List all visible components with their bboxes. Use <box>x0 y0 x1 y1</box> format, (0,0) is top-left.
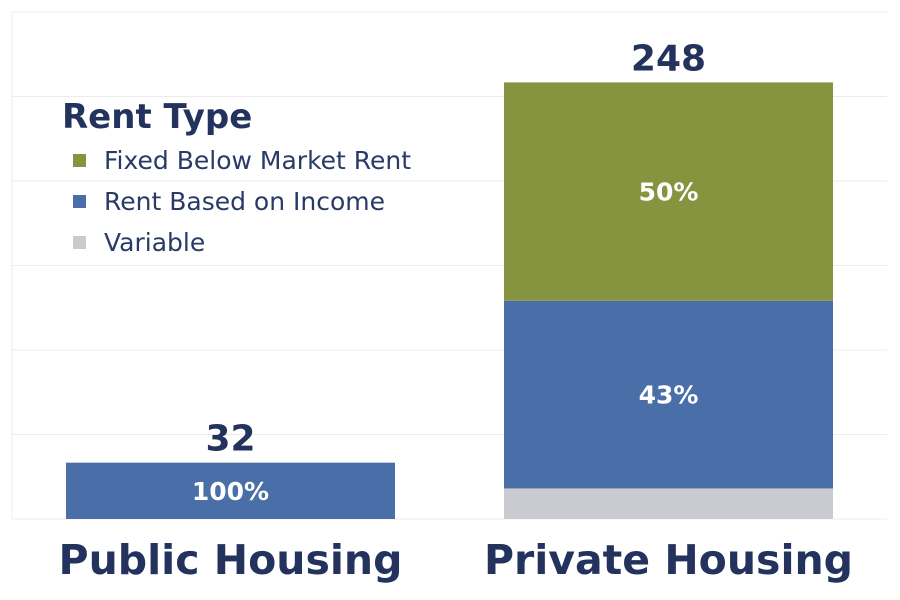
legend-item-rent-based-on-income: Rent Based on Income <box>62 181 411 222</box>
legend-item-variable: Variable <box>62 222 411 263</box>
segment-percent-label: 43% <box>639 381 699 410</box>
category-label: Private Housing <box>484 536 853 584</box>
data-labels: 100% 32 43% 50% 248 <box>192 38 706 505</box>
legend-title: Rent Type <box>62 97 253 137</box>
bar-segment-rent-based-on-income <box>504 300 833 489</box>
bars <box>66 82 833 519</box>
legend-swatch <box>73 236 86 249</box>
bar-segment-fixed-below-market-rent <box>504 82 833 301</box>
legend-swatch <box>73 154 86 167</box>
bar-total-label: 248 <box>631 38 706 79</box>
segment-percent-label: 100% <box>192 477 269 506</box>
legend-label: Fixed Below Market Rent <box>104 146 412 175</box>
legend: Rent Type Fixed Below Market Rent Rent B… <box>62 96 411 263</box>
legend-label: Rent Based on Income <box>104 187 385 216</box>
bar-total-label: 32 <box>205 419 255 460</box>
legend-swatch <box>73 195 86 208</box>
bar-segment-rent-based-on-income <box>66 462 395 519</box>
legend-item-fixed-below-market-rent: Fixed Below Market Rent <box>62 140 411 181</box>
bar-segment-variable <box>504 488 833 519</box>
category-label: Public Housing <box>59 536 403 584</box>
legend-label: Variable <box>104 228 206 257</box>
segment-percent-label: 50% <box>639 178 699 207</box>
category-axis: Public Housing Private Housing <box>59 536 854 584</box>
